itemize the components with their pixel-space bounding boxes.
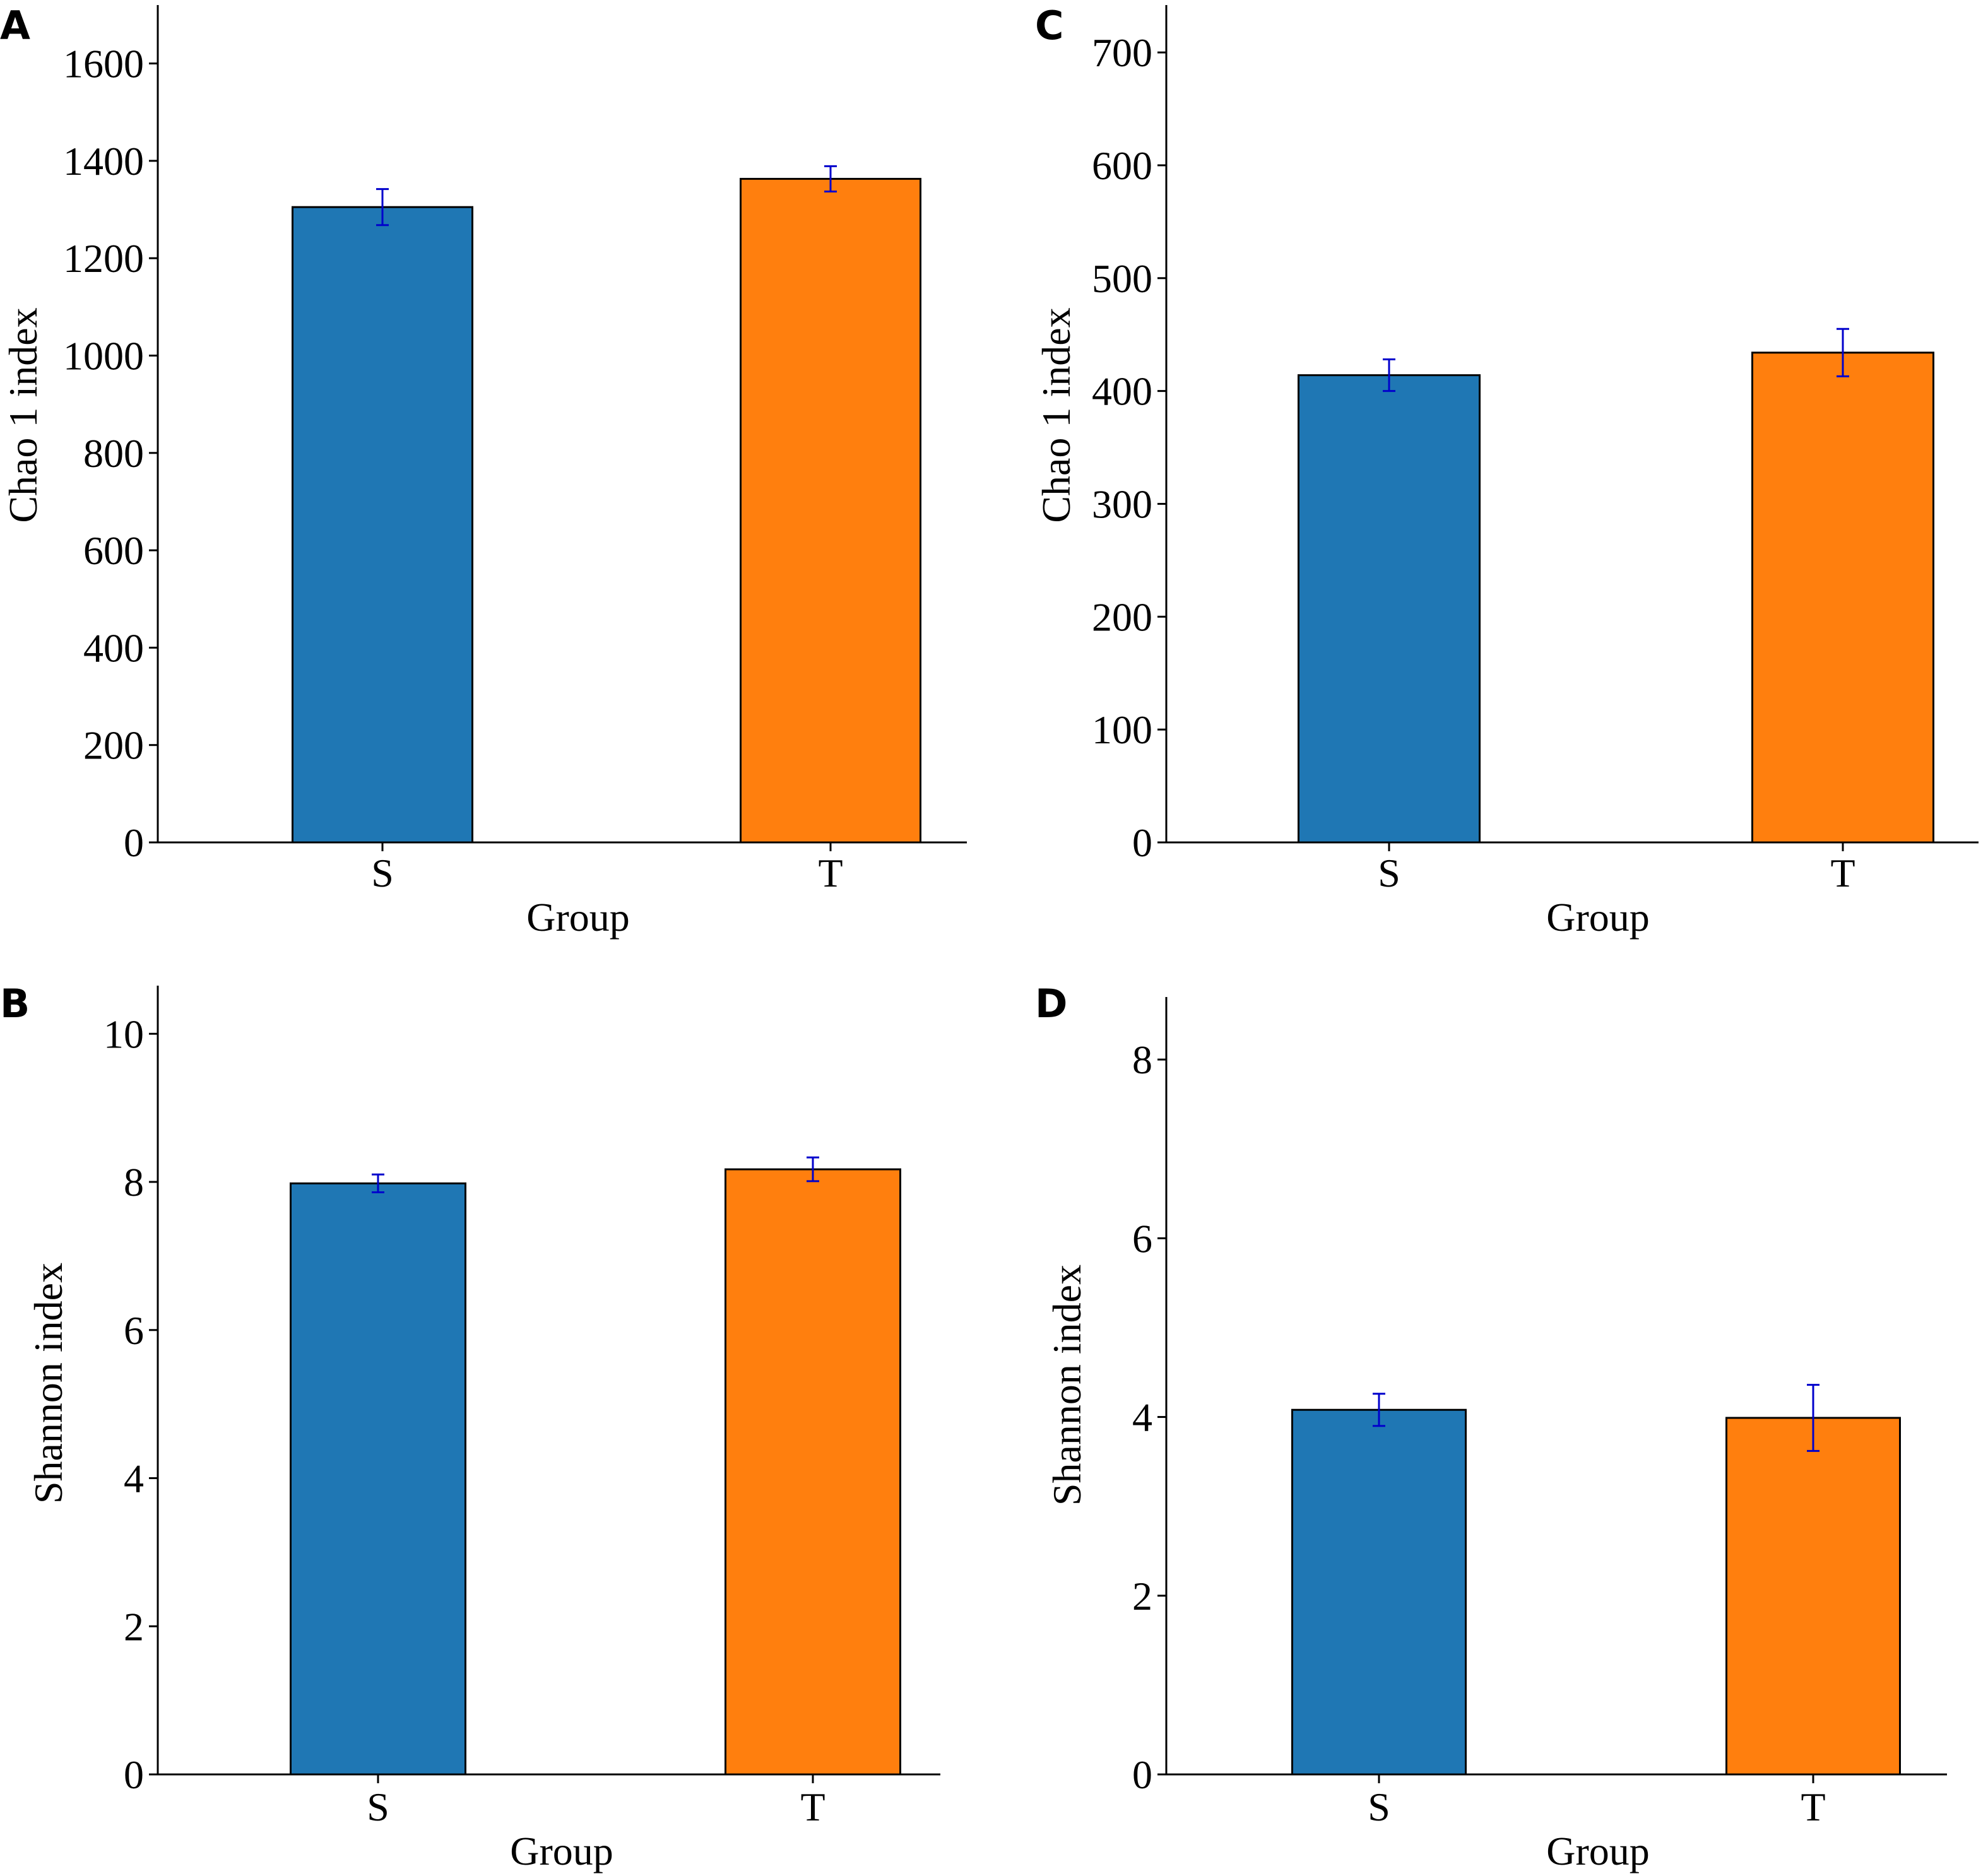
x-axis-title-c: Group: [1546, 895, 1650, 940]
x-tick-label-c-s: S: [1378, 851, 1400, 895]
y-axis-title-b: Shannon index: [26, 1263, 71, 1504]
error-bar-b-t: [807, 1156, 819, 1183]
y-tick-label-c-600: 600: [1092, 143, 1152, 188]
y-tick-label-b-8: 8: [124, 1160, 144, 1205]
y-axis-title-a: Chao 1 index: [1, 307, 45, 522]
error-bar-c-t: [1837, 327, 1849, 377]
y-tick-label-c-400: 400: [1092, 369, 1152, 414]
y-tick-label-a-1600: 1600: [63, 42, 144, 86]
y-tick-label-a-1200: 1200: [63, 236, 144, 281]
y-tick-label-a-1000: 1000: [63, 333, 144, 378]
y-tick-label-b-2: 2: [124, 1604, 144, 1649]
error-bar-d-s: [1373, 1393, 1385, 1427]
y-tick-label-d-2: 2: [1132, 1574, 1152, 1619]
error-bar-a-t: [824, 165, 837, 192]
y-tick-label-c-500: 500: [1092, 256, 1152, 301]
y-tick-label-d-6: 6: [1132, 1216, 1152, 1261]
y-tick-label-c-100: 100: [1092, 707, 1152, 752]
y-tick-label-b-6: 6: [124, 1308, 144, 1353]
x-tick-label-d-t: T: [1801, 1785, 1825, 1829]
x-axis-title-a: Group: [526, 895, 630, 940]
panel-label-c: C: [1035, 3, 1064, 49]
x-tick-label-b-s: S: [367, 1785, 389, 1829]
panel-label-a: A: [0, 3, 30, 49]
y-tick-label-d-4: 4: [1132, 1395, 1152, 1440]
bar-d-t: [1725, 1417, 1901, 1776]
x-tick-label-a-t: T: [818, 851, 843, 895]
panel-label-b: B: [0, 981, 30, 1027]
x-tick-label-b-t: T: [800, 1785, 825, 1829]
y-tick-label-b-4: 4: [124, 1456, 144, 1501]
y-tick-label-b-0: 0: [124, 1752, 144, 1797]
bar-a-t: [740, 177, 921, 844]
error-bar-d-t: [1807, 1384, 1819, 1452]
y-tick-label-d-0: 0: [1132, 1752, 1152, 1797]
y-tick-label-a-400: 400: [83, 625, 144, 670]
y-tick-label-c-0: 0: [1132, 820, 1152, 865]
bar-a-s: [292, 206, 473, 844]
y-tick-label-c-300: 300: [1092, 481, 1152, 526]
bar-c-t: [1751, 351, 1934, 844]
bar-c-s: [1298, 374, 1481, 844]
y-tick-label-a-200: 200: [83, 723, 144, 768]
x-axis-title-b: Group: [510, 1829, 613, 1873]
x-tick-label-a-s: S: [371, 851, 394, 895]
x-tick-label-d-s: S: [1368, 1785, 1390, 1829]
panel-label-d: D: [1035, 981, 1067, 1027]
y-axis-title-d: Shannon index: [1044, 1265, 1089, 1506]
y-tick-label-c-200: 200: [1092, 594, 1152, 639]
y-tick-label-c-700: 700: [1092, 30, 1152, 75]
bar-b-t: [725, 1168, 901, 1776]
error-bar-c-s: [1383, 358, 1395, 392]
y-tick-label-d-8: 8: [1132, 1037, 1152, 1082]
bar-b-s: [290, 1182, 466, 1776]
bar-d-s: [1291, 1408, 1467, 1776]
y-tick-label-b-10: 10: [104, 1012, 144, 1056]
y-axis-title-c: Chao 1 index: [1034, 307, 1079, 522]
error-bar-a-s: [376, 188, 389, 227]
y-tick-label-a-0: 0: [124, 820, 144, 865]
x-tick-label-c-t: T: [1830, 851, 1855, 895]
x-axis-title-d: Group: [1546, 1829, 1650, 1873]
y-tick-label-a-600: 600: [83, 528, 144, 573]
y-tick-label-a-1400: 1400: [63, 139, 144, 184]
y-tick-label-a-800: 800: [83, 431, 144, 476]
error-bar-b-s: [372, 1173, 384, 1193]
